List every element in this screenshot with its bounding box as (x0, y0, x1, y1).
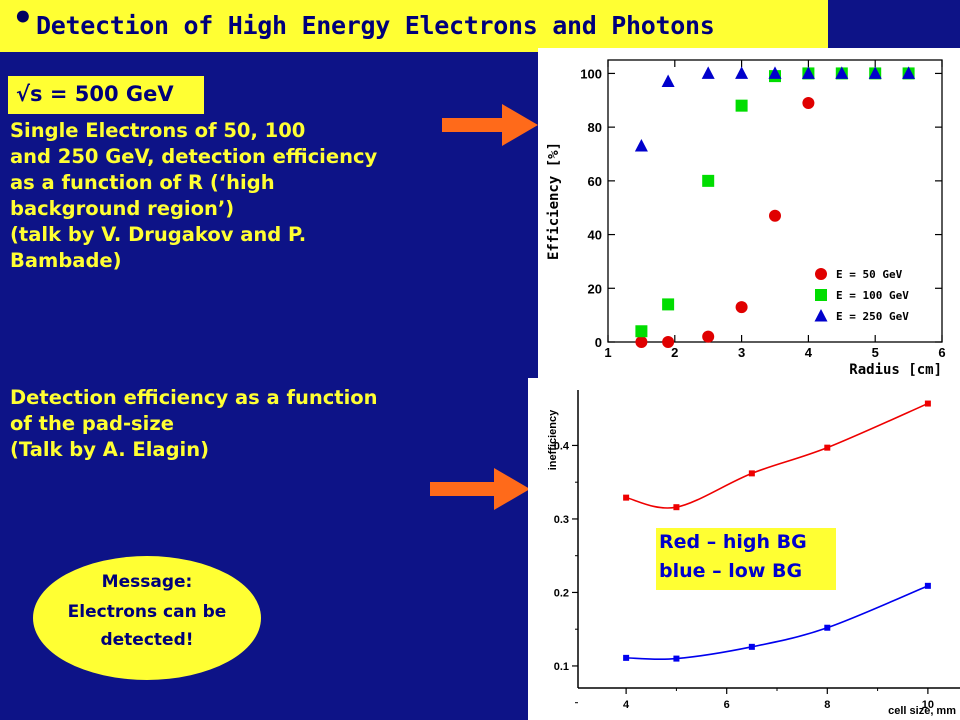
data-point (702, 174, 715, 187)
x-tick-label: 6 (938, 345, 945, 360)
data-point (635, 325, 648, 338)
x-tick-label: 5 (872, 345, 879, 360)
y-tick-label: 40 (588, 228, 602, 243)
x-tick-label: 4 (623, 699, 630, 711)
efficiency-chart: 0 20 40 60 80 100 1 2 3 4 5 6 Radius [cm] Efficiency … (538, 48, 960, 378)
data-point (735, 66, 749, 79)
x-tick-label: 6 (724, 699, 730, 711)
data-point (735, 301, 748, 314)
data-point (634, 138, 648, 152)
legend-label: E = 250 GeV (836, 310, 909, 323)
data-point (868, 66, 882, 79)
energy-label: √s = 500 GeV (8, 76, 204, 114)
x-tick-label: 3 (738, 345, 745, 360)
data-point (635, 336, 648, 348)
data-point (824, 624, 831, 631)
data-point (748, 470, 755, 477)
arrow-right-icon (442, 104, 538, 146)
x-axis-label: cell size, mm (888, 705, 956, 717)
data-point (824, 444, 831, 451)
series-line (625, 402, 929, 509)
data-point (835, 66, 849, 79)
description-line: Detection efficiency as a function (10, 386, 378, 409)
data-point (662, 336, 675, 348)
legend-line-blue: blue – low BG (659, 560, 803, 582)
y-tick-label: 0.4 (554, 440, 570, 452)
energy-label-text: √s = 500 GeV (16, 82, 174, 106)
efficiency-chart-svg: 0 20 40 60 80 100 1 2 3 4 5 6 Radius [cm] Efficiency … (546, 59, 946, 378)
y-tick-label: 60 (588, 174, 602, 189)
y-tick-label: 0.3 (554, 514, 569, 526)
data-point (735, 99, 748, 112)
description-line: (talk by V. Drugakov and P. (10, 223, 307, 246)
plot-frame (607, 59, 943, 343)
description-line: Single Electrons of 50, 100 (10, 119, 306, 142)
description-line: Bambade) (10, 249, 122, 272)
data-point (924, 400, 931, 407)
data-point (701, 66, 715, 79)
y-axis-label: Efficiency [%] (546, 142, 562, 260)
y-tick-label: 100 (580, 66, 602, 81)
background-legend: Red – high BG blue – low BG (656, 528, 836, 590)
message-line: Message: (101, 572, 193, 592)
arrow-right-icon (430, 468, 530, 510)
series-line (626, 585, 929, 661)
data-point (673, 504, 680, 511)
slide-title: Detection of High Energy Electrons and P… (36, 11, 715, 40)
title-bar: • Detection of High Energy Electrons and… (0, 0, 828, 52)
x-tick-label: 2 (671, 345, 678, 360)
description-line: of the pad-size (10, 412, 174, 435)
message-bubble: Message: Electrons can be detected! (33, 556, 261, 680)
x-tick-label: 8 (824, 699, 830, 711)
x-tick-label: 1 (604, 345, 611, 360)
data-point (702, 330, 715, 343)
data-point (802, 96, 815, 109)
data-point (661, 74, 675, 87)
y-tick-label: 80 (588, 120, 602, 135)
data-point (768, 66, 782, 79)
data-point (662, 298, 675, 311)
message-line: Electrons can be (67, 602, 227, 622)
y-tick-label: 0.2 (554, 587, 569, 599)
description-line: background region’) (10, 197, 235, 220)
x-tick-label: 4 (805, 345, 813, 360)
x-tick-label: 10 (922, 699, 934, 711)
description-line: as a function of R (‘high (10, 171, 275, 194)
legend-marker (815, 289, 827, 301)
padsize-description: Detection efficiency as a function of th… (10, 385, 378, 463)
message-line: detected! (100, 630, 194, 650)
data-point (769, 209, 781, 222)
legend-line-red: Red – high BG (659, 531, 807, 553)
legend-marker (814, 309, 828, 322)
description-line: (Talk by A. Elagin) (10, 438, 210, 461)
legend-marker (815, 268, 827, 280)
efficiency-description: Single Electrons of 50, 100 and 250 GeV,… (10, 118, 377, 274)
data-point (623, 654, 630, 661)
data-point (902, 66, 916, 79)
data-point (623, 494, 630, 501)
data-point (748, 643, 755, 650)
legend-label: E = 50 GeV (836, 268, 903, 281)
data-point (924, 582, 931, 589)
y-axis-label: inefficiency (547, 409, 559, 470)
description-line: and 250 GeV, detection efficiency (10, 145, 378, 168)
x-axis-label: Radius [cm] (849, 362, 942, 378)
y-tick-label: 20 (588, 281, 602, 296)
title-bullet: • (12, 0, 34, 38)
data-point (801, 66, 815, 79)
data-point (673, 655, 680, 662)
y-tick-label: 0.1 (554, 661, 569, 673)
y-tick-label: 0 (595, 335, 602, 350)
legend-label: E = 100 GeV (836, 289, 909, 302)
